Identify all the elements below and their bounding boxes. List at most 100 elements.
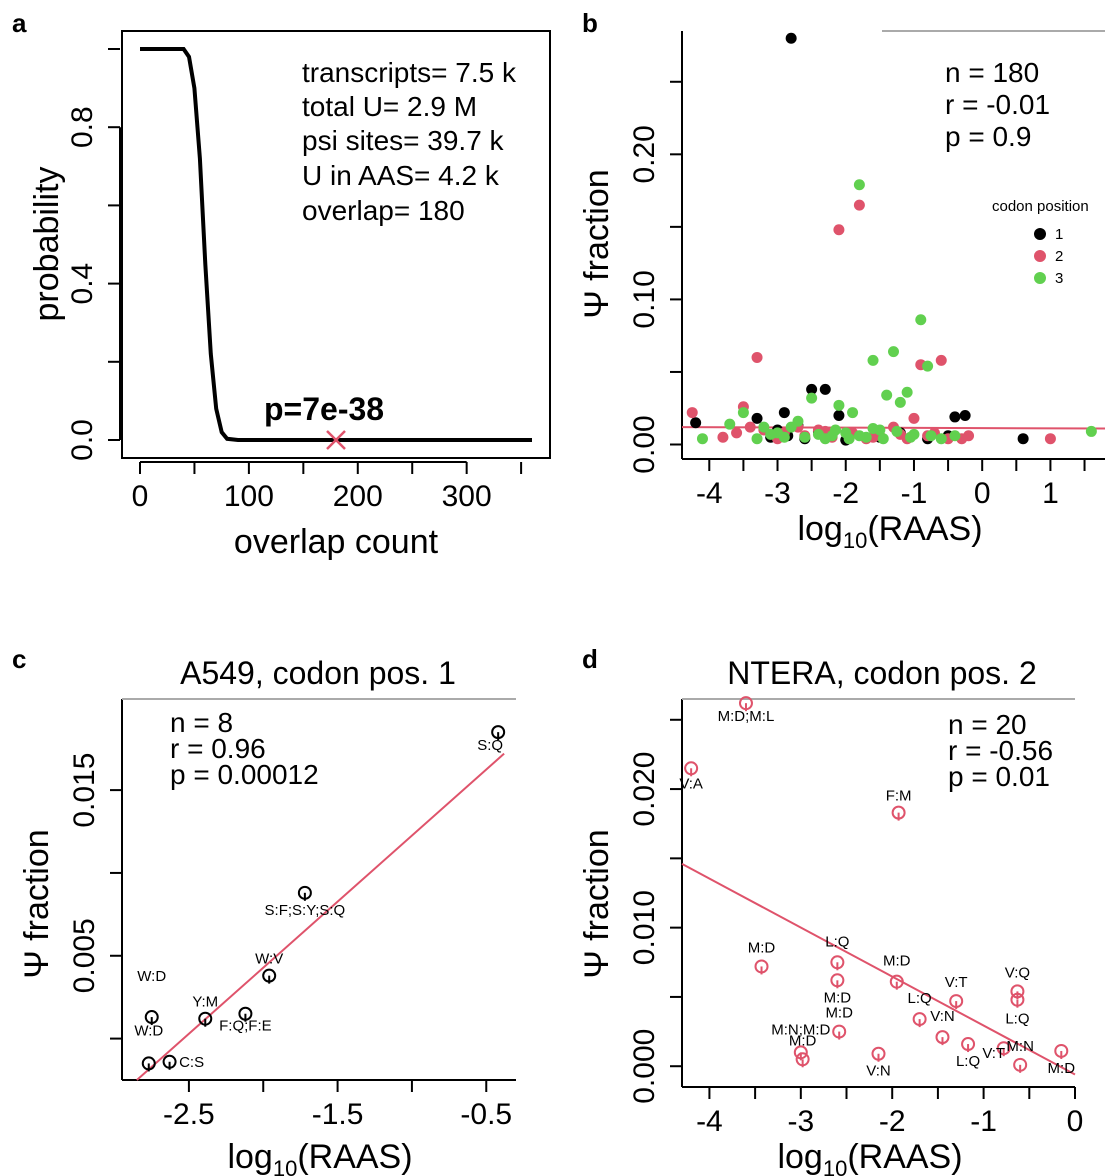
data-point-codon-2 (833, 224, 845, 236)
stat-p-b: p = 0.9 (945, 121, 1031, 152)
x-tick-label: -2.5 (163, 1098, 215, 1131)
data-point-codon-2 (717, 431, 729, 443)
point-label: V:A (679, 775, 703, 792)
data-point-codon-1 (785, 32, 797, 44)
observed-marker (326, 430, 346, 450)
x-tick-label: -3 (764, 477, 791, 510)
point-label: C:S (179, 1054, 204, 1071)
x-tick-label: 0 (1067, 1105, 1084, 1138)
data-point-codon-3 (853, 179, 865, 191)
point-label: S:Q (477, 737, 503, 754)
annotation-total-u: total U= 2.9 M (302, 91, 477, 122)
data-point-codon-1 (806, 383, 818, 395)
point-label: M:D (824, 989, 852, 1006)
fit-line-c (136, 752, 505, 1081)
point-label: M:D (883, 953, 911, 970)
y-tick-label: 0.005 (68, 918, 101, 993)
y-axis-b: 0.00 0.10 0.20 (628, 80, 682, 474)
point-label: W:D (137, 968, 166, 985)
data-point-codon-3 (830, 424, 842, 436)
x-tick-label: 1 (1042, 477, 1059, 510)
data-point-codon-1 (778, 407, 790, 419)
legend-label-3: 3 (1055, 270, 1063, 287)
data-point-codon-3 (894, 396, 906, 408)
point-label: M:N;M:D (771, 1021, 830, 1038)
data-point-codon-2 (744, 421, 756, 433)
x-tick-label: -0.5 (460, 1098, 512, 1131)
panel-letter-a: a (12, 8, 27, 38)
data-point-codon-1 (833, 409, 845, 421)
data-point-codon-3 (935, 433, 947, 445)
data-point-codon-3 (758, 421, 770, 433)
legend-swatch-3 (1034, 272, 1046, 284)
stat-n-b: n = 180 (945, 57, 1039, 88)
point-label: M:D (825, 1005, 853, 1022)
data-point-codon-2 (908, 412, 920, 424)
point-label: V:N (866, 1063, 890, 1080)
x-tick-label: -2 (879, 1105, 906, 1138)
panel-a: a 0 100 200 300 0.0 0.4 0.8 transcripts= 7.5 … (12, 8, 551, 561)
y-tick-label: 0.8 (66, 106, 99, 148)
data-point-codon-2 (853, 199, 865, 211)
x-tick-label: 100 (224, 480, 274, 513)
legend-swatch-2 (1034, 250, 1046, 262)
y-axis-d: 0.000 0.010 0.020 (628, 718, 682, 1104)
y-axis-label-b: Ψ fraction (578, 169, 616, 318)
data-point-codon-3 (867, 354, 879, 366)
data-point-codon-2 (686, 407, 698, 419)
stat-r-b: r = -0.01 (945, 89, 1050, 120)
data-point-codon-1 (959, 409, 971, 421)
point-label: S:F;S:Y;S:Q (265, 902, 346, 919)
legend-b: codon position 1 2 3 (992, 198, 1089, 287)
point-label: V:T (982, 1045, 1005, 1062)
annotation-psi-sites: psi sites= 39.7 k (302, 125, 505, 156)
point-label: L:Q (825, 933, 849, 950)
data-point-codon-3 (819, 433, 831, 445)
y-tick-label: 0.020 (628, 752, 661, 827)
data-point-codon-3 (915, 314, 927, 326)
observed-marker-stroke (326, 430, 346, 450)
data-point-codon-2 (751, 351, 763, 363)
panel-c: c A549, codon pos. 1 -2.5 -1.5 -0.5 0.0050… (12, 644, 516, 1176)
x-tick-label: -1.5 (312, 1098, 364, 1131)
x-axis-a: 0 100 200 300 (132, 461, 523, 513)
data-point-codon-3 (1085, 425, 1097, 437)
point-label: L:Q (908, 990, 932, 1007)
y-axis-a: 0.0 0.4 0.8 (66, 48, 121, 461)
data-point-codon-3 (905, 431, 917, 443)
data-point-codon-3 (751, 433, 763, 445)
stat-r-d: r = -0.56 (948, 735, 1053, 766)
y-tick-label: 0.20 (628, 125, 661, 183)
point-label: M:D (1048, 1060, 1076, 1077)
chart-title-d: NTERA, codon pos. 2 (727, 655, 1036, 691)
probability-curve (140, 47, 532, 442)
data-point-codon-3 (847, 407, 859, 419)
x-tick-label: 300 (442, 480, 492, 513)
x-axis-d: -4 -3 -2 -1 0 (696, 1087, 1083, 1138)
annotation-u-in-aas: U in AAS= 4.2 k (302, 160, 500, 191)
stat-p-c: p = 0.00012 (170, 759, 319, 790)
x-axis-c: -2.5 -1.5 -0.5 (163, 1080, 512, 1131)
point-label: M:N (1006, 1038, 1034, 1055)
x-axis-label-a: overlap count (234, 523, 439, 561)
data-point-codon-3 (853, 430, 865, 442)
data-point-codon-3 (949, 430, 961, 442)
data-point-codon-3 (901, 386, 913, 398)
data-point-codon-3 (806, 392, 818, 404)
x-axis-label-c: log10(RAAS) (227, 1138, 412, 1176)
panel-letter-b: b (582, 8, 598, 38)
legend-swatch-1 (1034, 228, 1046, 240)
data-point-codon-3 (877, 433, 889, 445)
point-label: V:N (930, 1008, 954, 1025)
x-axis-label-b: log10(RAAS) (797, 510, 982, 553)
legend-label-2: 2 (1055, 248, 1063, 265)
data-point-codon-3 (867, 423, 879, 435)
data-point-codon-3 (737, 407, 749, 419)
scatter-points-c: S:Q S:F;S:Y;S:Q W:V F:Q;F:EY:M C:S W:D W:D (134, 725, 506, 1072)
point-label: M:D (748, 939, 776, 956)
annotation-transcripts: transcripts= 7.5 k (302, 57, 517, 88)
y-axis-label-c: Ψ fraction (18, 829, 56, 978)
y-tick-label: 0.010 (628, 890, 661, 965)
data-point-codon-3 (922, 360, 934, 372)
point-label: V:Q (1005, 964, 1030, 981)
